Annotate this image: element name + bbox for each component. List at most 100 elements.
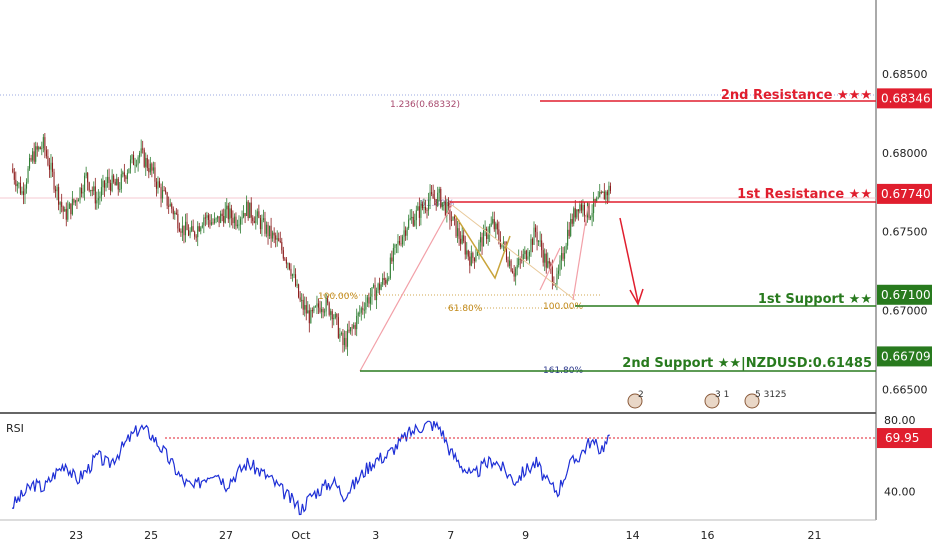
candle-body <box>168 205 170 207</box>
candle-body <box>126 172 128 180</box>
candle-body <box>600 192 602 194</box>
candle-body <box>443 201 445 203</box>
candle-body <box>287 263 289 265</box>
candle-body <box>253 220 255 224</box>
candle-body <box>259 218 261 230</box>
candle-body <box>201 225 203 228</box>
candle-body <box>472 253 474 258</box>
candle-body <box>192 226 194 232</box>
candle-body <box>579 204 581 212</box>
candle-body <box>270 225 272 239</box>
candle-body <box>285 259 287 264</box>
candle-body <box>25 182 28 189</box>
candle-body <box>290 268 292 276</box>
candle-body <box>296 284 298 286</box>
candle-body <box>342 332 344 346</box>
candle-body <box>395 244 397 246</box>
candle-body <box>319 307 321 312</box>
candle-body <box>418 206 420 218</box>
candle-body <box>195 236 197 238</box>
candle-body <box>402 236 404 245</box>
candle-body <box>493 219 495 230</box>
candle-body <box>149 163 151 173</box>
candle-body <box>325 299 327 312</box>
candle-body <box>311 310 313 312</box>
candle-body <box>207 215 209 220</box>
candle-body <box>116 178 118 186</box>
drawings <box>359 204 644 372</box>
time-tick-label: 23 <box>69 529 83 542</box>
support1-badge <box>877 284 932 305</box>
candle-body <box>61 202 63 207</box>
candle-body <box>284 258 286 260</box>
resistance1-label: 1st Resistance ★★ <box>737 187 872 202</box>
candle-body <box>244 213 246 217</box>
candle-body <box>476 251 478 256</box>
candle-body <box>206 215 208 218</box>
candle-body <box>272 232 274 239</box>
candle-body <box>522 254 524 261</box>
candle-body <box>327 299 329 303</box>
candle-body <box>174 212 176 215</box>
candle-body <box>47 156 49 166</box>
economic-event-icon[interactable] <box>627 393 643 409</box>
candle-body <box>380 284 382 290</box>
candle-body <box>507 259 509 266</box>
candle-body <box>570 218 572 236</box>
candle-body <box>226 205 228 210</box>
candle-body <box>544 253 546 263</box>
candle-body <box>547 261 549 268</box>
rsi-tick-label: 80.00 <box>884 414 916 427</box>
candle-body <box>74 200 76 203</box>
candle-body <box>120 174 122 190</box>
candle-body <box>535 227 537 233</box>
candle-body <box>363 309 365 311</box>
candle-body <box>515 268 517 277</box>
price-tick-label: 0.67000 <box>882 305 928 318</box>
candle-body <box>58 187 60 205</box>
fib-label: 100.00% <box>543 302 583 312</box>
candle-body <box>498 229 500 240</box>
candle-body <box>84 175 86 192</box>
candle-body <box>250 202 252 218</box>
candle-body <box>93 186 95 192</box>
candle-body <box>348 329 350 332</box>
candle-body <box>125 176 127 180</box>
projection-arrow <box>619 217 639 303</box>
candle-body <box>374 284 376 301</box>
candle-body <box>171 203 173 209</box>
candle-body <box>386 278 388 284</box>
candle-body <box>44 137 46 151</box>
candle-body <box>64 209 66 212</box>
candle-body <box>597 197 599 199</box>
candle-body <box>152 167 154 171</box>
candle-body <box>573 208 575 224</box>
economic-event-icon[interactable] <box>744 393 760 409</box>
candle-body <box>246 201 248 217</box>
candle-body <box>328 302 330 315</box>
candle-body <box>24 188 26 195</box>
economic-event-icon[interactable] <box>704 393 720 409</box>
candle-body <box>382 277 384 285</box>
candle-body <box>521 259 523 261</box>
candle-body <box>538 241 540 243</box>
candle-body <box>479 237 482 243</box>
candle-body <box>214 218 216 223</box>
candle-body <box>316 303 318 307</box>
candle-body <box>602 191 604 193</box>
candle-body <box>588 203 590 219</box>
candle-body <box>475 255 477 262</box>
time-tick-label: Oct <box>291 529 311 542</box>
candle-body <box>343 337 345 346</box>
candle-body <box>145 158 147 167</box>
candle-body <box>38 147 40 150</box>
resistance2-label: 2nd Resistance ★★★ <box>721 88 872 103</box>
support2-badge-text: 0.66709 <box>881 349 931 363</box>
candle-body <box>146 158 148 169</box>
trend-line <box>359 204 453 372</box>
candle-body <box>233 216 235 224</box>
candle-body <box>512 271 514 274</box>
candle-body <box>59 202 61 205</box>
candle-body <box>412 216 414 226</box>
